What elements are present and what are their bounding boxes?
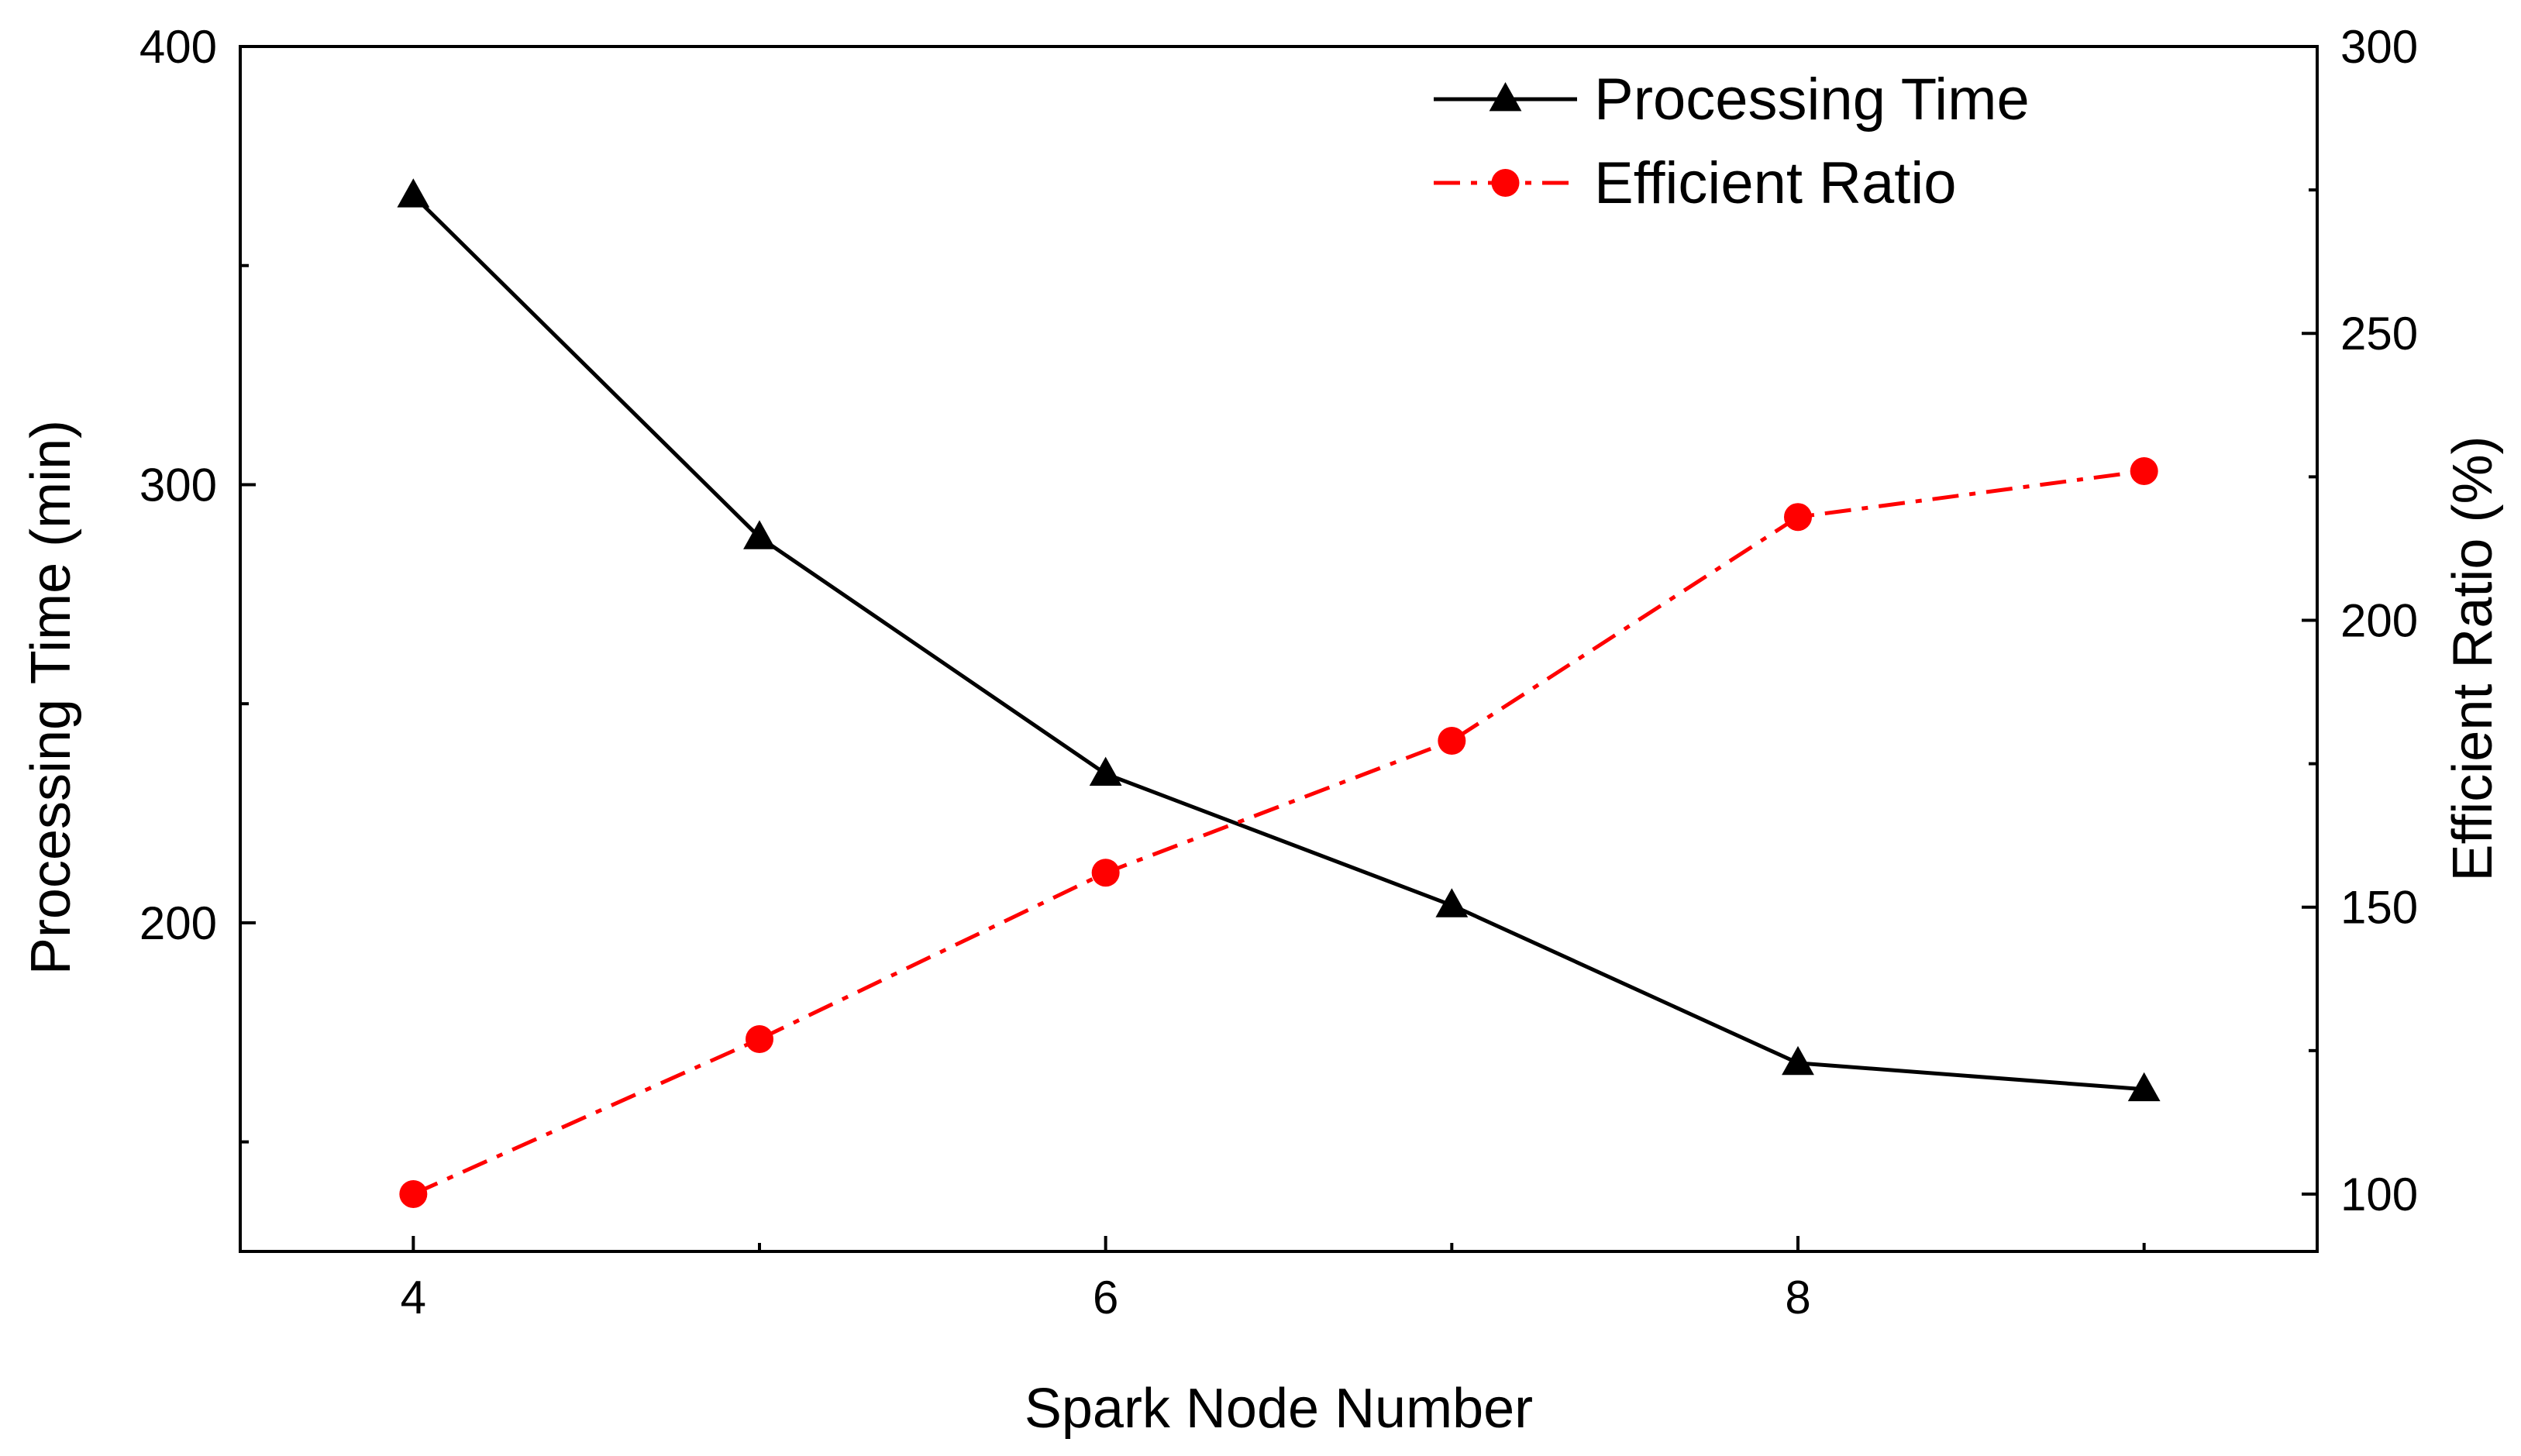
x-tick-label: 4 — [401, 1272, 426, 1323]
efficient-ratio-point — [2130, 456, 2158, 485]
x-axis-title: Spark Node Number — [1025, 1378, 1533, 1440]
series-line-processing-time — [412, 194, 2144, 1092]
y-right-tick-label: 250 — [2340, 308, 2418, 360]
legend-label: Efficient Ratio — [1594, 150, 1957, 216]
efficient-ratio-point — [746, 1025, 773, 1054]
processing-time-point — [2127, 1072, 2161, 1102]
efficient-ratio-point — [399, 1179, 428, 1208]
legend: Processing Time Efficient Ratio — [1434, 67, 2030, 216]
y-left-axis-title: Processing Time (min) — [20, 420, 82, 975]
y-left-tick-label: 400 — [139, 21, 217, 73]
legend-marker-circle — [1491, 169, 1520, 197]
series-layer — [397, 178, 2161, 1208]
axis-titles: Spark Node Number Processing Time (min) … — [20, 420, 2504, 1440]
processing-time-point — [1435, 888, 1469, 917]
x-tick-label: 8 — [1785, 1272, 1810, 1323]
legend-label: Processing Time — [1594, 67, 2030, 133]
processing-time-point — [743, 520, 776, 549]
y-left-tick-label: 300 — [139, 459, 217, 511]
x-tick-label: 6 — [1093, 1272, 1118, 1323]
processing-time-point — [397, 178, 430, 208]
efficient-ratio-point — [1091, 859, 1120, 887]
efficient-ratio-point — [1784, 503, 1812, 532]
y-right-axis-title: Efficient Ratio (%) — [2442, 436, 2504, 882]
y-right-tick-label: 150 — [2340, 882, 2418, 934]
axes-layer: 4 6 8 200 300 400 100 150 200 250 300 — [139, 21, 2418, 1323]
legend-marker-triangle — [1489, 82, 1522, 112]
processing-time-point — [1089, 756, 1122, 787]
series-line-efficient-ratio — [412, 469, 2144, 1196]
plot-frame — [239, 45, 2319, 1253]
efficient-ratio-point — [1438, 726, 1466, 755]
processing-time-point — [1782, 1045, 1814, 1076]
y-left-tick-label: 200 — [139, 897, 217, 949]
y-right-tick-label: 300 — [2340, 21, 2418, 73]
y-right-tick-label: 200 — [2340, 594, 2418, 646]
y-right-tick-label: 100 — [2340, 1169, 2418, 1220]
